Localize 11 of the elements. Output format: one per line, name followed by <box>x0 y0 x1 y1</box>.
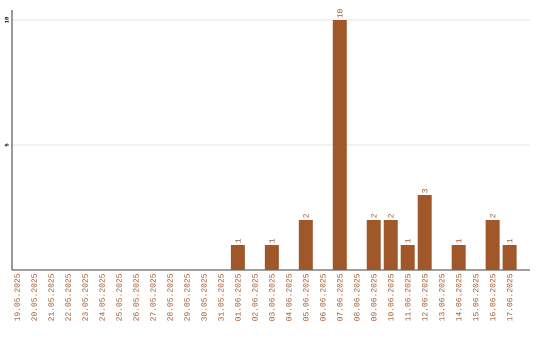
bar <box>400 245 415 270</box>
bar <box>452 245 466 270</box>
bar <box>486 220 500 270</box>
bar <box>502 245 517 270</box>
bar <box>418 195 432 270</box>
bar <box>332 20 347 270</box>
bar <box>264 245 279 270</box>
bar <box>298 220 313 270</box>
bar <box>384 220 398 270</box>
bar <box>366 220 381 270</box>
bar <box>230 245 245 270</box>
